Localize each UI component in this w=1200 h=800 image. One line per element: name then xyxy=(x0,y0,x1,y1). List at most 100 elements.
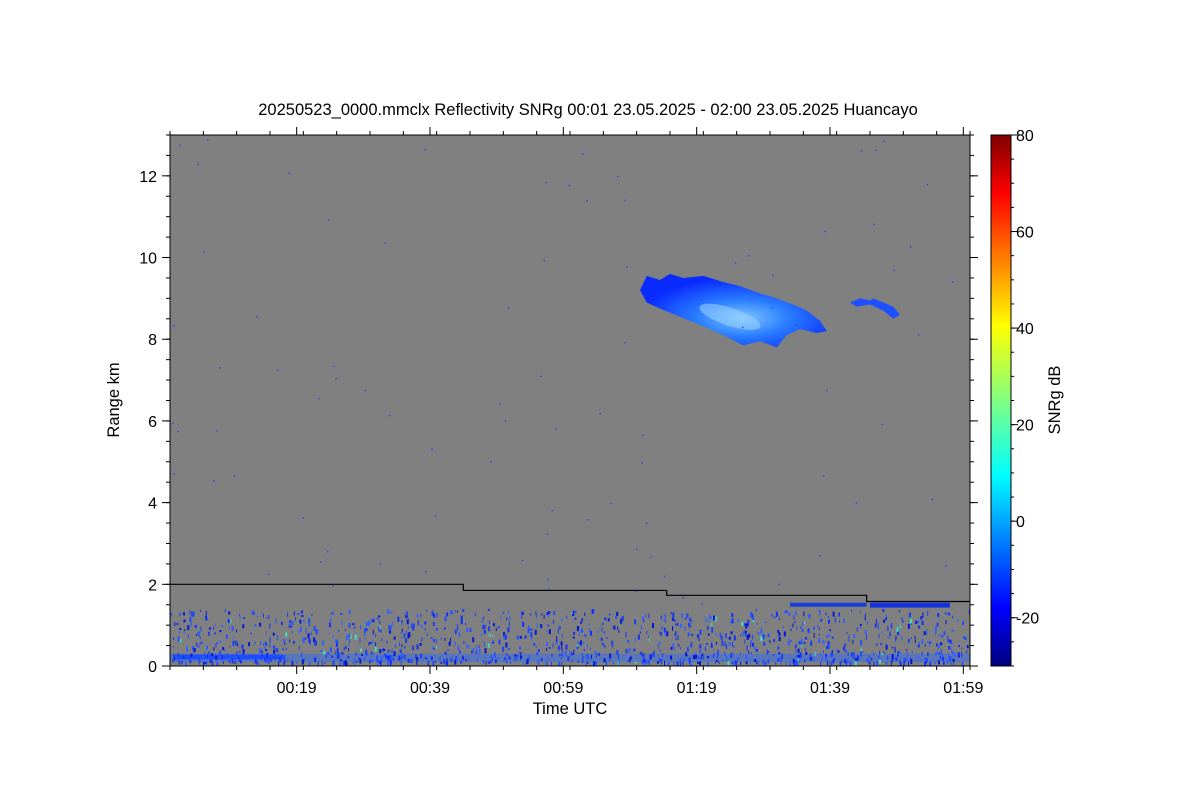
noise-speck xyxy=(492,635,494,638)
noise-speck xyxy=(405,658,407,661)
noise-speck xyxy=(584,612,586,616)
noise-speck xyxy=(241,657,243,661)
noise-speck xyxy=(661,625,663,630)
noise-speck xyxy=(391,655,393,660)
noise-speck xyxy=(210,653,213,657)
noise-speck xyxy=(335,650,337,655)
noise-speck xyxy=(428,661,430,666)
noise-speck xyxy=(216,661,219,665)
noise-speck xyxy=(297,613,300,615)
noise-speck xyxy=(269,658,272,662)
noise-speck xyxy=(601,622,604,625)
noise-speck xyxy=(509,616,511,621)
noise-speck xyxy=(671,617,674,621)
noise-speck xyxy=(499,403,502,405)
noise-speck xyxy=(348,609,351,614)
noise-speck xyxy=(728,636,731,640)
noise-speck xyxy=(832,611,835,617)
noise-speck xyxy=(894,649,896,653)
noise-speck xyxy=(462,655,464,660)
noise-speck xyxy=(877,624,879,630)
noise-speck xyxy=(741,622,744,626)
noise-speck xyxy=(540,375,542,378)
noise-speck xyxy=(826,635,827,638)
noise-speck xyxy=(388,625,391,631)
noise-speck xyxy=(760,636,763,641)
noise-speck xyxy=(507,307,510,309)
noise-speck xyxy=(233,635,235,639)
noise-speck xyxy=(329,622,332,628)
noise-speck xyxy=(397,616,400,622)
noise-speck xyxy=(731,652,734,658)
noise-speck xyxy=(415,654,417,659)
noise-speck xyxy=(457,610,458,613)
noise-speck xyxy=(399,642,400,647)
noise-speck xyxy=(846,661,848,666)
noise-speck xyxy=(586,654,589,657)
noise-speck xyxy=(634,661,637,664)
noise-speck xyxy=(302,637,305,643)
noise-speck xyxy=(776,344,779,346)
colorbar-tick-label: 20 xyxy=(1016,418,1034,435)
noise-speck xyxy=(910,659,913,664)
noise-speck xyxy=(910,637,912,640)
noise-speck xyxy=(387,650,389,653)
noise-speck xyxy=(221,625,224,628)
noise-speck xyxy=(183,653,185,657)
noise-speck xyxy=(224,649,226,652)
noise-speck xyxy=(929,661,932,664)
noise-speck xyxy=(733,645,735,648)
noise-speck xyxy=(334,659,335,665)
noise-speck xyxy=(883,619,885,623)
noise-speck xyxy=(235,640,237,646)
noise-speck xyxy=(200,609,202,612)
noise-speck xyxy=(573,631,575,635)
noise-speck xyxy=(903,660,906,666)
noise-speck xyxy=(450,657,453,662)
noise-speck xyxy=(962,621,965,625)
noise-speck xyxy=(952,281,954,283)
noise-speck xyxy=(256,615,258,618)
noise-speck xyxy=(388,414,391,417)
noise-speck xyxy=(775,611,778,617)
noise-speck xyxy=(852,652,855,658)
noise-speck xyxy=(626,266,628,268)
y-tick-label: 6 xyxy=(148,414,157,431)
noise-speck xyxy=(236,641,239,645)
noise-speck xyxy=(543,260,545,262)
noise-speck xyxy=(666,631,669,637)
noise-speck xyxy=(299,626,302,632)
noise-speck xyxy=(699,644,702,649)
noise-speck xyxy=(855,502,858,504)
noise-speck xyxy=(577,642,580,645)
noise-speck xyxy=(921,639,924,644)
noise-speck xyxy=(721,640,724,646)
noise-speck xyxy=(420,656,423,660)
noise-speck xyxy=(228,658,231,661)
noise-speck xyxy=(286,647,287,650)
noise-speck xyxy=(215,653,217,655)
noise-speck xyxy=(300,610,303,614)
noise-speck xyxy=(752,620,755,622)
noise-speck xyxy=(254,624,257,627)
noise-speck xyxy=(391,621,393,626)
noise-speck xyxy=(940,656,941,660)
noise-speck xyxy=(173,325,175,327)
noise-speck xyxy=(829,629,832,632)
noise-speck xyxy=(728,642,731,646)
noise-speck xyxy=(697,656,700,660)
noise-speck xyxy=(749,661,751,664)
noise-speck xyxy=(238,650,241,653)
noise-speck xyxy=(315,640,317,646)
noise-speck xyxy=(390,611,393,614)
noise-speck xyxy=(216,642,219,645)
noise-speck xyxy=(674,623,677,626)
noise-speck xyxy=(174,657,175,661)
noise-speck xyxy=(650,556,652,559)
noise-speck xyxy=(899,661,902,666)
noise-speck xyxy=(502,659,505,662)
noise-speck xyxy=(535,646,537,649)
noise-speck xyxy=(548,629,551,635)
noise-speck xyxy=(497,626,500,629)
noise-speck xyxy=(302,619,305,622)
